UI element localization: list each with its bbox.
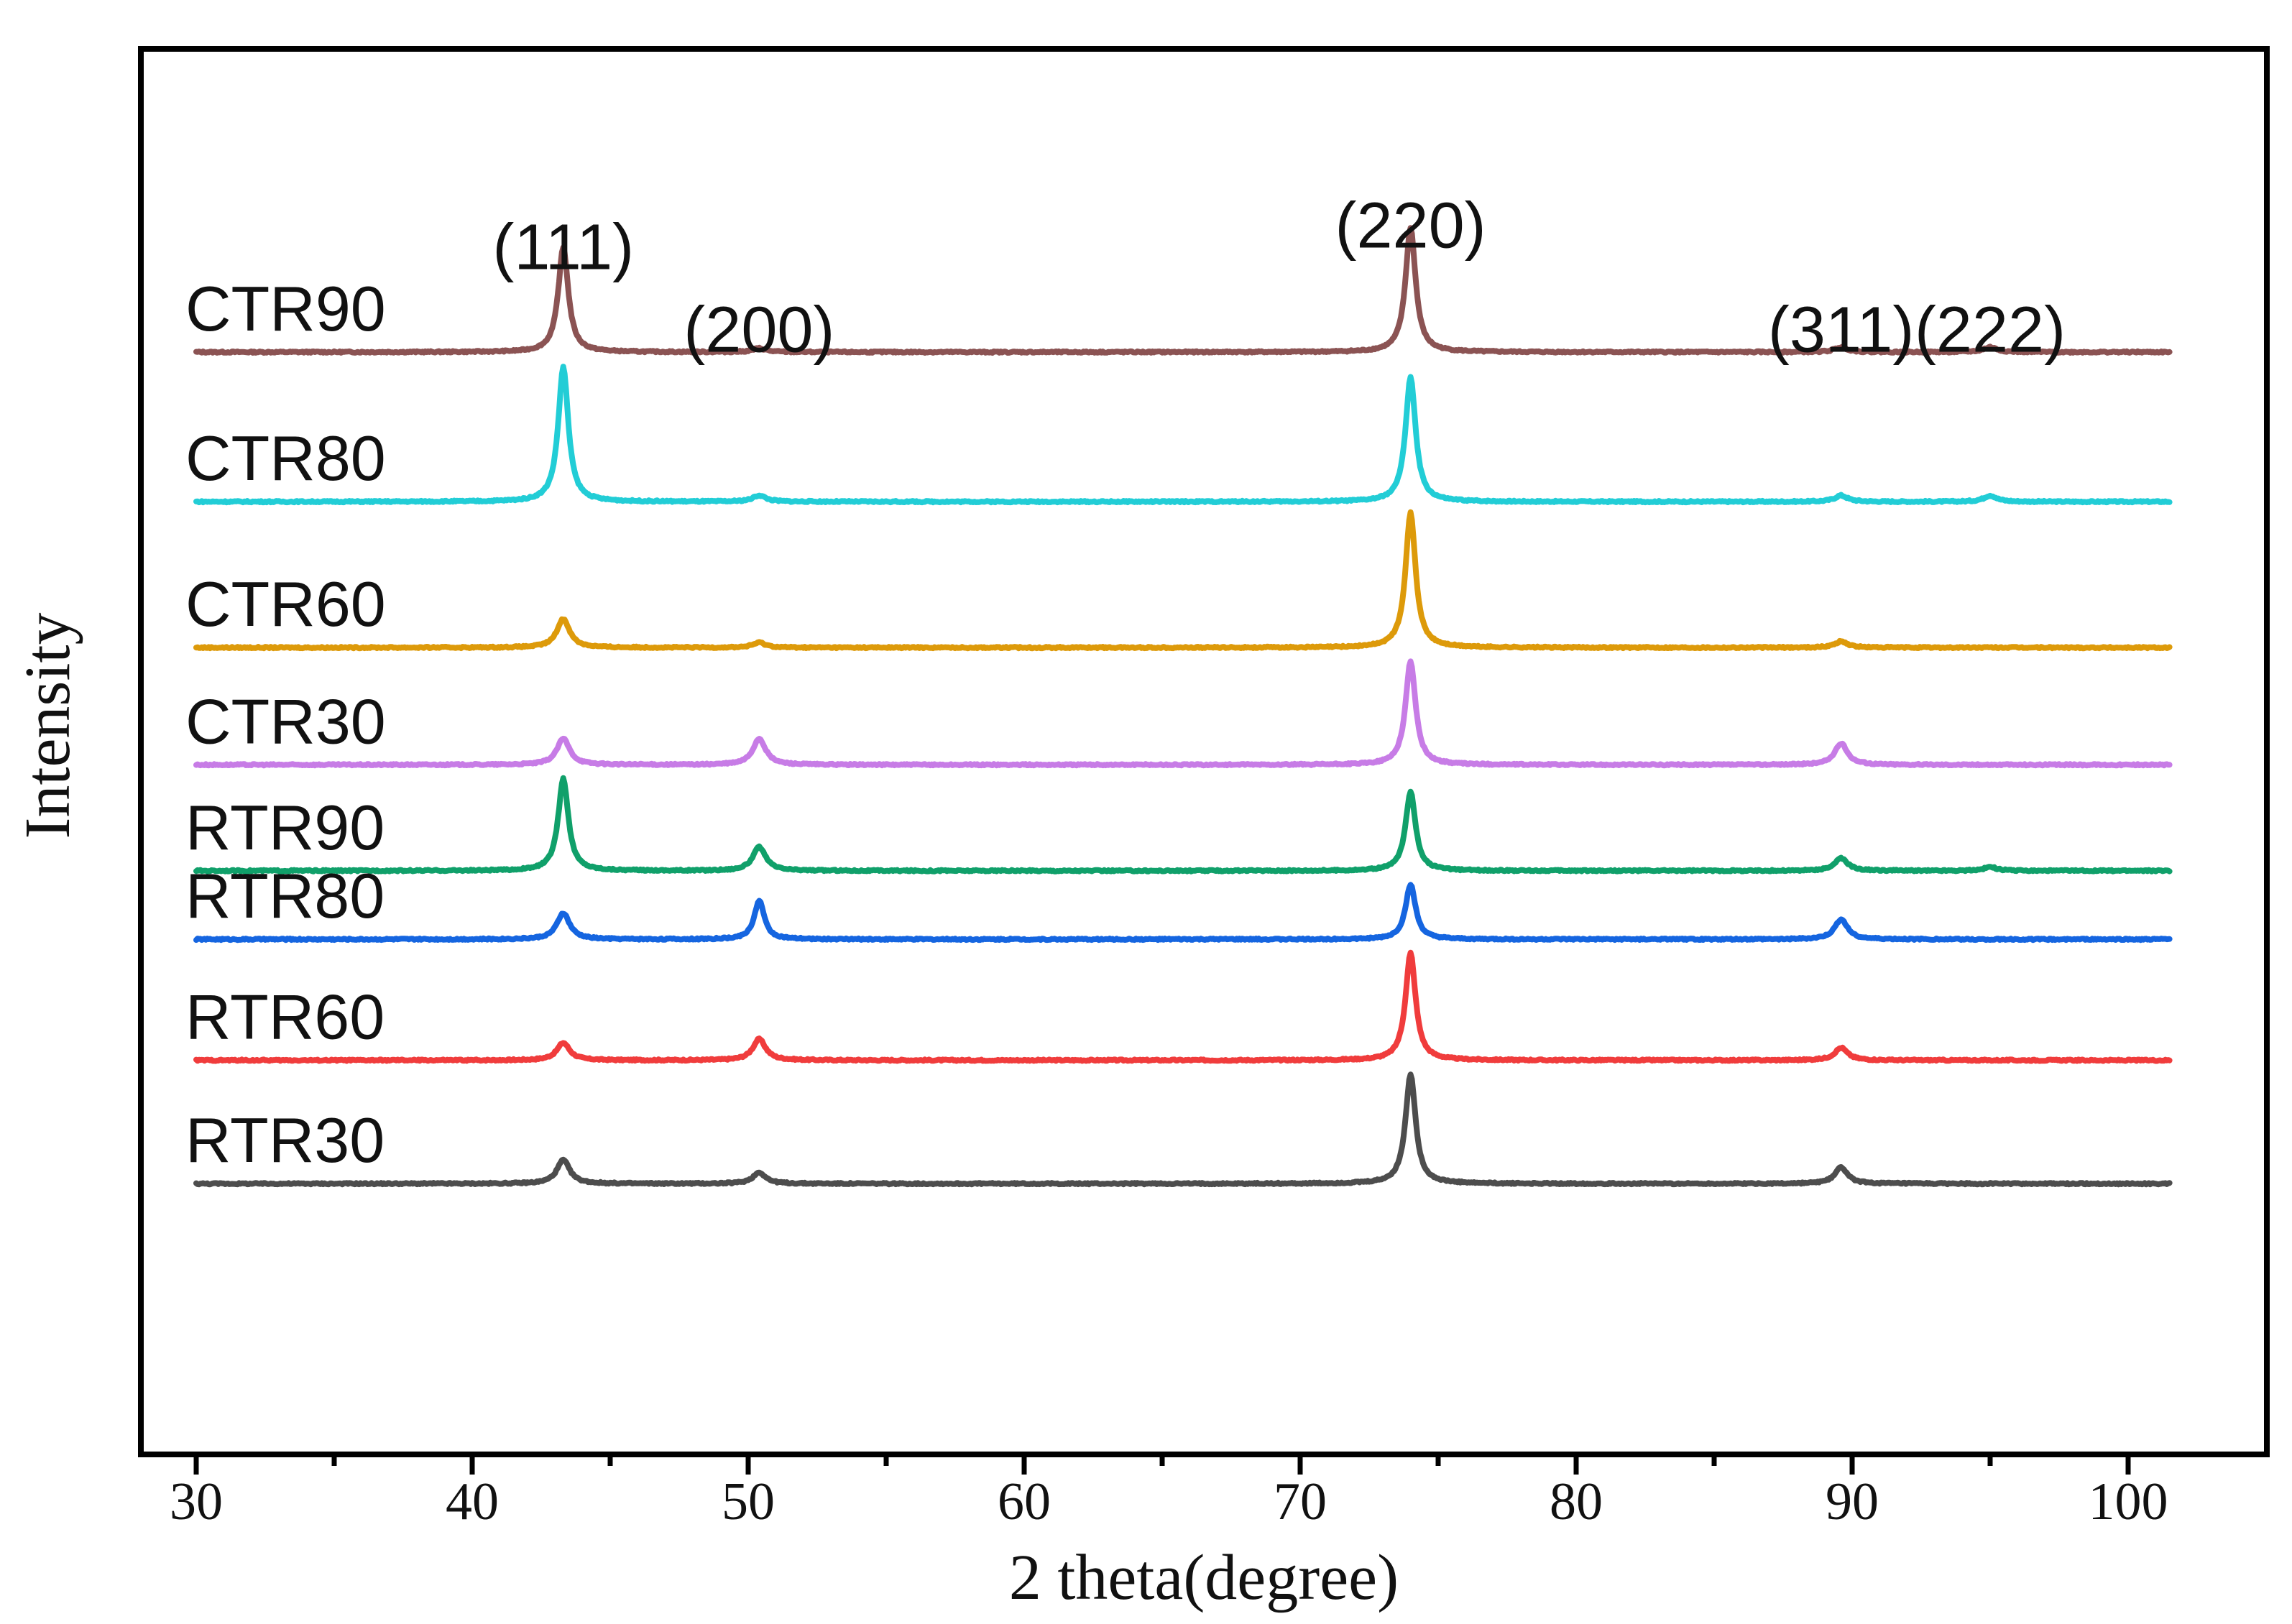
plot-frame: [138, 46, 2270, 1457]
series-line-rtr60: [193, 949, 2173, 1064]
series-line-ctr60: [193, 509, 2173, 652]
series-label-ctr90: CTR90: [185, 273, 386, 344]
peak-label-220: (220): [1335, 190, 1486, 262]
x-tick-label: 100: [2089, 1472, 2168, 1531]
series-label-ctr80: CTR80: [185, 423, 386, 494]
series-label-rtr90: RTR90: [185, 792, 385, 863]
series-line-ctr90: [193, 225, 2173, 356]
peak-labels: (111) (200) (220) (311) (222): [492, 190, 2066, 366]
x-tick-label: 80: [1550, 1472, 1603, 1531]
y-axis-title: Intensity: [12, 613, 83, 839]
series-line-ctr80: [193, 364, 2173, 506]
x-axis-ticks: [193, 1454, 2131, 1475]
series-line-rtr30: [193, 1071, 2173, 1188]
x-tick-label: 40: [446, 1472, 499, 1531]
series-line-ctr30: [193, 658, 2173, 769]
series-group: [193, 225, 2173, 1188]
x-tick-label: 50: [722, 1472, 775, 1531]
peak-label-222: (222): [1915, 295, 2066, 366]
series-label-rtr60: RTR60: [185, 981, 385, 1052]
peak-label-111: (111): [492, 212, 634, 284]
series-label-ctr30: CTR30: [185, 686, 386, 757]
series-line-rtr90: [193, 775, 2173, 875]
peak-label-311: (311): [1768, 295, 1914, 366]
series-label-ctr60: CTR60: [185, 568, 386, 640]
x-tick-label: 70: [1274, 1472, 1327, 1531]
peak-label-200: (200): [684, 295, 834, 366]
x-axis-title: 2 theta(degree): [1009, 1542, 1399, 1613]
x-tick-label: 90: [1826, 1472, 1879, 1531]
x-tick-label: 30: [170, 1472, 223, 1531]
series-label-rtr30: RTR30: [185, 1104, 385, 1176]
x-tick-label: 60: [998, 1472, 1051, 1531]
x-axis-tick-labels: 30 40 50 60 70 80 90 100: [170, 1472, 2168, 1531]
series-line-rtr80: [193, 882, 2173, 944]
series-label-rtr80: RTR80: [185, 860, 385, 931]
